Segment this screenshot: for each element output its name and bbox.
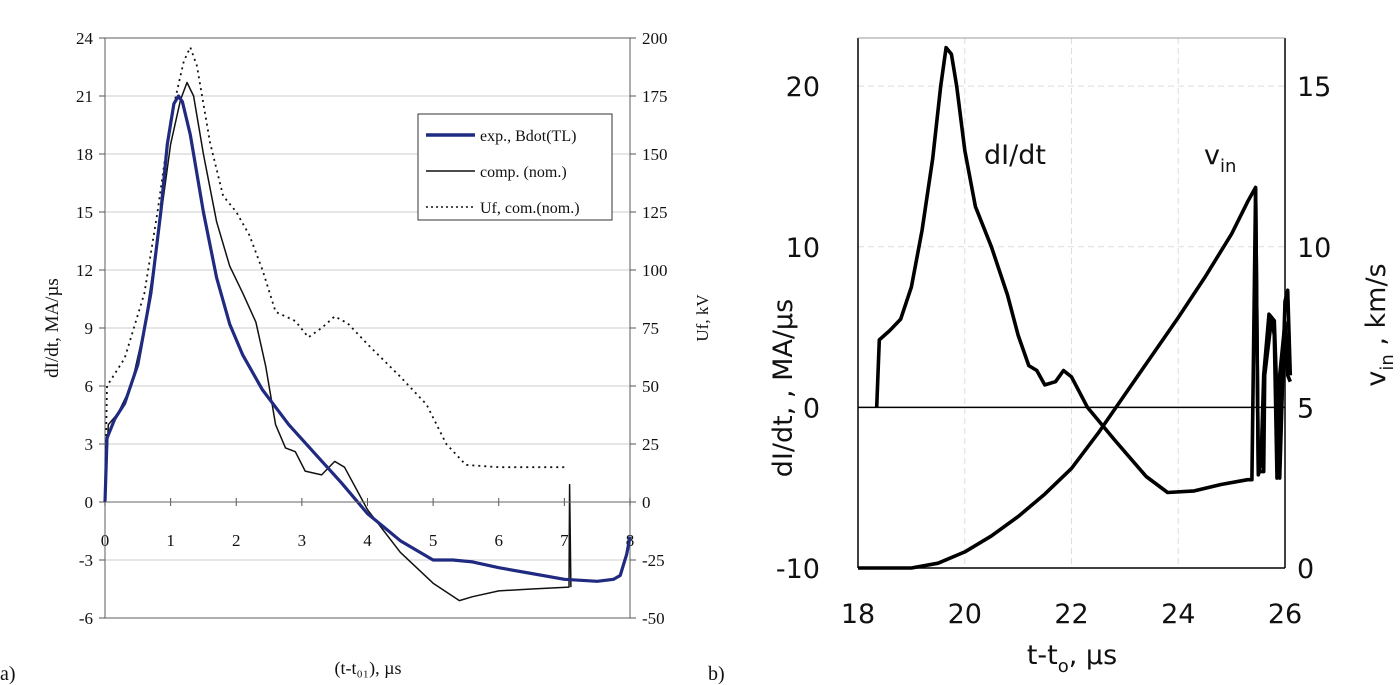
panel-b: b) -10 0 10 20 0 5 10 15 18 20 22 24 26 dI/dt vin … bbox=[708, 37, 1398, 685]
panel-b-annotation-vin: vin bbox=[1204, 140, 1236, 177]
panel-a-x-tick-label: 5 bbox=[429, 531, 438, 550]
panel-b-x-label-sub: o bbox=[1058, 656, 1069, 677]
panel-b-y2-tick-label: 10 bbox=[1297, 233, 1331, 264]
panel-a-y2-tick-label: 50 bbox=[642, 377, 659, 396]
panel-b-x-label-main: t-t bbox=[1027, 640, 1058, 671]
panel-b-annotation-vin-main: v bbox=[1204, 140, 1220, 171]
panel-a-x-tick-label: 6 bbox=[495, 531, 504, 550]
panel-a-y-tick-label: 18 bbox=[76, 145, 93, 164]
panel-a-series-uf-line bbox=[104, 46, 565, 503]
panel-a-x-axis-label: (t-t₀₁), µs bbox=[335, 658, 402, 679]
legend-label-uf: Uf, com.(nom.) bbox=[480, 200, 580, 217]
panel-a-y2-tick-label: -25 bbox=[642, 551, 665, 570]
panel-b-y2-tick-label: 5 bbox=[1297, 393, 1314, 424]
panel-a-y-tick-label: 3 bbox=[85, 435, 94, 454]
panel-b-y-tick-label: 0 bbox=[803, 393, 820, 424]
legend-label-exp: exp., Bdot(TL) bbox=[480, 128, 576, 145]
panel-a-y2-axis-label: Uf, kV bbox=[693, 294, 712, 342]
panel-a-y-tick-label: 0 bbox=[85, 493, 94, 512]
panel-a-x-tick-label: 2 bbox=[232, 531, 241, 550]
panel-b-y2-label-sub: in bbox=[1377, 354, 1398, 370]
panel-a-legend-box bbox=[417, 113, 613, 221]
panel-a-x-tick-label: 1 bbox=[166, 531, 175, 550]
panel-a-y-tick-label: -6 bbox=[79, 609, 93, 628]
panel-b-series-didt-line bbox=[874, 45, 1292, 495]
panel-b-series-vin-line bbox=[858, 185, 1293, 570]
panel-a-x-tick-label: 0 bbox=[101, 531, 110, 550]
panel-a-x-tick-label: 7 bbox=[560, 531, 569, 550]
panel-a-series-exp-line bbox=[103, 94, 632, 583]
panel-a-x-tick-label: 4 bbox=[363, 531, 372, 550]
panel-b-y2-ticks: 0 5 10 15 bbox=[1297, 72, 1331, 585]
panel-b-y2-axis-label: vin , km/s bbox=[1361, 263, 1398, 386]
panel-a-y2-tick-label: 25 bbox=[642, 435, 659, 454]
panel-b-y2-label-main: v bbox=[1361, 371, 1392, 387]
panel-a-label: a) bbox=[0, 663, 16, 685]
panel-a-y-tick-label: 21 bbox=[76, 87, 93, 106]
panel-b-x-tick-label: 24 bbox=[1161, 599, 1195, 630]
panel-b-annotation-didt: dI/dt bbox=[984, 140, 1046, 171]
panel-a-series bbox=[103, 46, 632, 602]
panel-a-y2-tick-label: -50 bbox=[642, 609, 665, 628]
panel-a-y-tick-label: 24 bbox=[76, 29, 94, 48]
panel-b-x-ticks: 18 20 22 24 26 bbox=[841, 599, 1302, 630]
panel-b-annotation-vin-sub: in bbox=[1220, 156, 1236, 177]
panel-b-x-tick-label: 22 bbox=[1054, 599, 1088, 630]
panel-b-x-tick-label: 20 bbox=[948, 599, 982, 630]
panel-a-legend: exp., Bdot(TL) comp. (nom.) Uf, com.(nom… bbox=[417, 113, 613, 221]
panel-b-y2-label-tail: , km/s bbox=[1361, 263, 1392, 354]
panel-a-y2-ticks: -50 -25 0 25 50 75 100 125 150 175 200 bbox=[630, 29, 668, 628]
panel-b-x-axis-label: t-to, µs bbox=[1027, 640, 1117, 677]
panel-a-y2-tick-label: 100 bbox=[642, 261, 668, 280]
panel-b-grid bbox=[858, 38, 1285, 568]
panel-b-x-label-tail: , µs bbox=[1069, 640, 1117, 671]
panel-b-label: b) bbox=[708, 663, 725, 685]
panel-b-y-tick-label: 20 bbox=[786, 72, 820, 103]
panel-b-x-tick-label: 18 bbox=[841, 599, 875, 630]
panel-a-y-tick-label: 6 bbox=[85, 377, 94, 396]
panel-a-y-tick-label: 12 bbox=[76, 261, 93, 280]
panel-a-y2-tick-label: 75 bbox=[642, 319, 659, 338]
panel-a-x-tick-label: 3 bbox=[298, 531, 307, 550]
panel-a-y-tick-label: 9 bbox=[85, 319, 94, 338]
panel-b-y-axis-label: dI/dt, , MA/µs bbox=[768, 299, 799, 477]
panel-a-y-axis-label: dI/dt, MA/µs bbox=[42, 278, 63, 378]
panel-b-series bbox=[858, 45, 1293, 570]
panel-a-y2-tick-label: 150 bbox=[642, 145, 668, 164]
panel-b-y-tick-label: 10 bbox=[786, 233, 820, 264]
panel-b-x-tick-label: 26 bbox=[1268, 599, 1302, 630]
panel-a-y2-tick-label: 200 bbox=[642, 29, 668, 48]
panel-a-y-ticks: -6 -3 0 3 6 9 12 15 18 21 24 bbox=[76, 29, 105, 628]
panel-a-y2-tick-label: 175 bbox=[642, 87, 668, 106]
panel-b-y-ticks: -10 0 10 20 bbox=[776, 72, 820, 585]
panel-a-y-tick-label: -3 bbox=[79, 551, 93, 570]
panel-b-y2-tick-label: 0 bbox=[1297, 554, 1314, 585]
panel-a-y2-tick-label: 0 bbox=[642, 493, 651, 512]
panel-a-y-tick-label: 15 bbox=[76, 203, 93, 222]
legend-label-comp: comp. (nom.) bbox=[480, 164, 567, 181]
panel-b-y-tick-label: -10 bbox=[776, 554, 820, 585]
panel-b-y2-tick-label: 15 bbox=[1297, 72, 1331, 103]
panel-a-y2-tick-label: 125 bbox=[642, 203, 668, 222]
